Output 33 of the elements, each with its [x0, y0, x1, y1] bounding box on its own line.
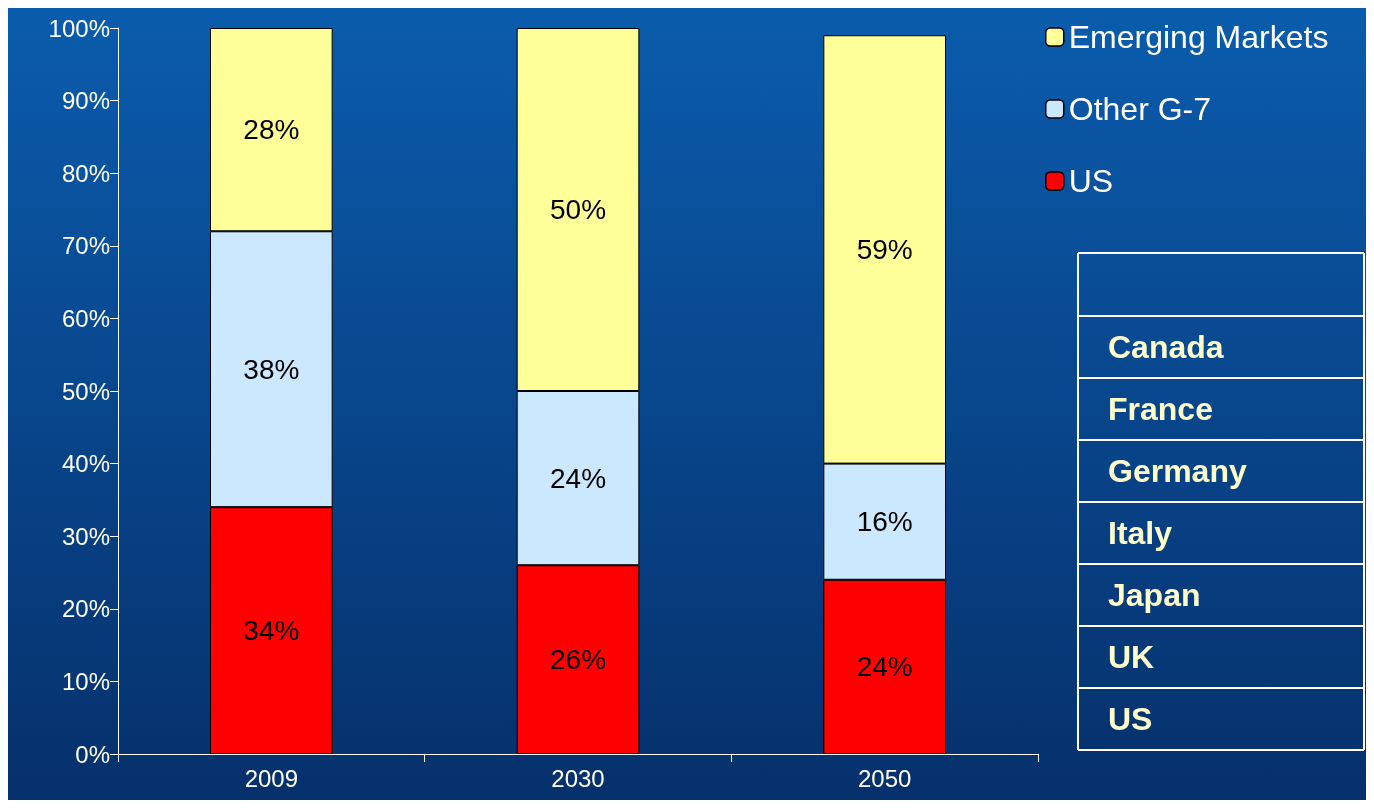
y-tick-label: 0% — [75, 740, 110, 768]
y-tick-label: 10% — [61, 667, 110, 695]
text: UK — [1108, 639, 1155, 675]
y-tick-label: 60% — [61, 304, 110, 332]
y-tick-label: 100% — [48, 14, 110, 42]
data-label: 16% — [856, 506, 913, 538]
data-label: 24% — [549, 462, 607, 494]
text: US — [1108, 701, 1153, 737]
y-tick-label: 30% — [61, 522, 110, 550]
x-tick-label: 2050 — [857, 764, 912, 792]
legend-label: Emerging Markets — [1068, 19, 1329, 55]
y-tick-label: 50% — [61, 377, 110, 405]
text: Japan — [1108, 577, 1201, 613]
data-label: 50% — [549, 194, 607, 225]
data-label: 26% — [549, 644, 607, 676]
text: Germany — [1108, 453, 1247, 489]
data-label: 38% — [243, 353, 300, 385]
data-label: 59% — [856, 233, 913, 265]
legend-label: US — [1068, 163, 1114, 199]
y-tick-label: 90% — [61, 87, 110, 115]
data-label: 28% — [243, 114, 300, 146]
y-tick-label: 80% — [61, 159, 110, 187]
y-tick-label: 40% — [61, 450, 110, 478]
data-label: 24% — [856, 651, 913, 683]
text: Italy — [1108, 515, 1173, 551]
legend-label: Other G-7 — [1068, 91, 1212, 127]
text: France — [1108, 391, 1213, 427]
data-label: 34% — [243, 615, 300, 647]
text: Canada — [1108, 329, 1224, 365]
y-tick-label: 70% — [61, 232, 110, 260]
x-tick-label: 2030 — [551, 764, 605, 792]
y-tick-label: 20% — [61, 595, 110, 623]
x-tick-label: 2009 — [244, 764, 299, 792]
